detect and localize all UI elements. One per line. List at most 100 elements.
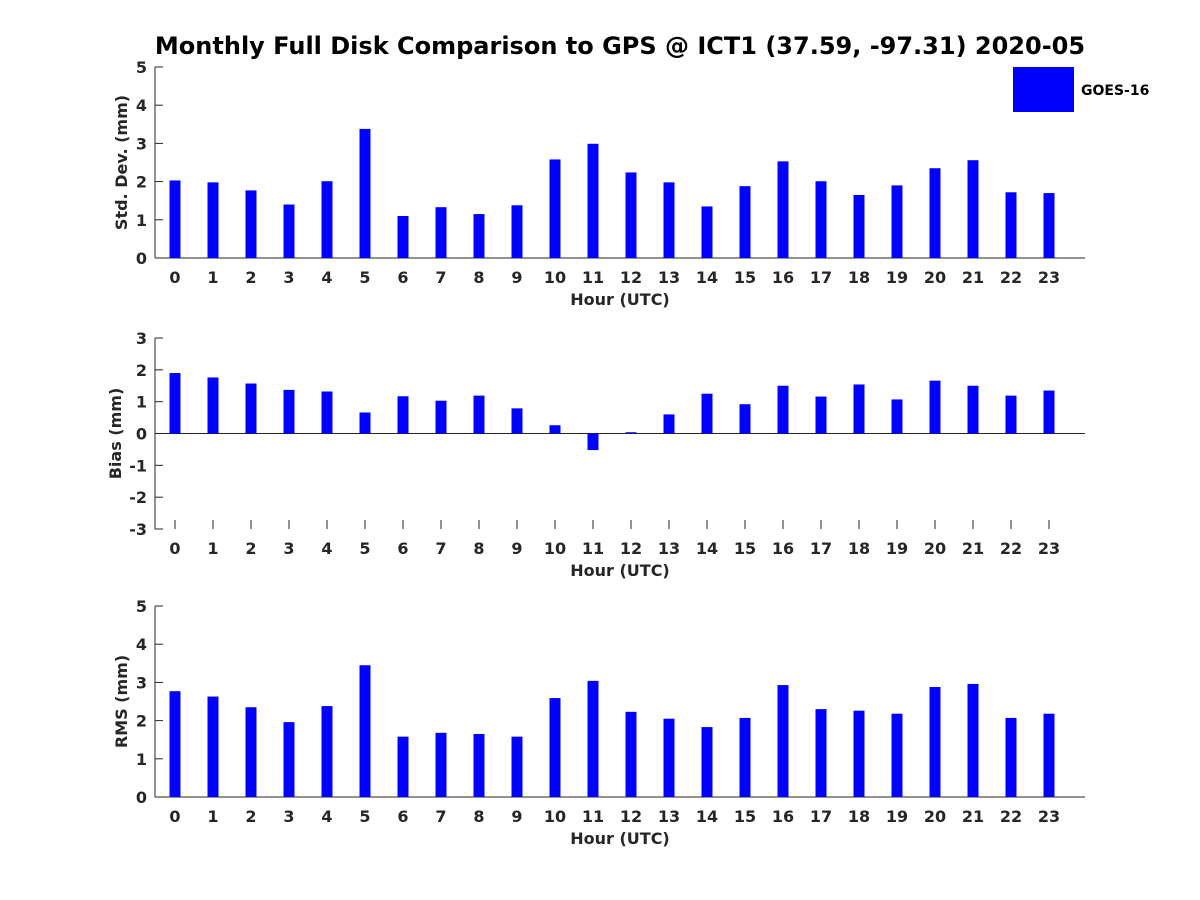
bar bbox=[511, 736, 523, 797]
x-tick-label: 14 bbox=[696, 807, 718, 826]
y-tick-label: 5 bbox=[136, 58, 147, 77]
x-tick-label: 4 bbox=[321, 268, 332, 287]
bar bbox=[739, 404, 751, 434]
chart-title: Monthly Full Disk Comparison to GPS @ IC… bbox=[155, 32, 1085, 60]
bar bbox=[701, 727, 713, 797]
bar bbox=[245, 707, 257, 797]
bar bbox=[967, 160, 979, 258]
x-tick-label: 3 bbox=[283, 807, 294, 826]
y-tick-label: 1 bbox=[136, 750, 147, 769]
x-tick-label: 22 bbox=[1000, 807, 1022, 826]
bar bbox=[397, 736, 409, 797]
bar bbox=[777, 161, 789, 258]
x-tick-label: 4 bbox=[321, 539, 332, 558]
bar bbox=[701, 393, 713, 434]
x-tick-label: 3 bbox=[283, 539, 294, 558]
x-axis-label: Hour (UTC) bbox=[570, 829, 670, 848]
x-tick-label: 17 bbox=[810, 539, 832, 558]
x-tick-label: 6 bbox=[397, 268, 408, 287]
bar bbox=[169, 373, 181, 434]
y-tick-label: 2 bbox=[136, 712, 147, 731]
bar bbox=[473, 395, 485, 434]
bar bbox=[1005, 395, 1017, 434]
x-tick-label: 13 bbox=[658, 807, 680, 826]
bar bbox=[245, 383, 257, 434]
x-tick-label: 15 bbox=[734, 539, 756, 558]
x-tick-label: 0 bbox=[169, 268, 180, 287]
x-tick-label: 13 bbox=[658, 268, 680, 287]
x-tick-label: 5 bbox=[359, 807, 370, 826]
x-tick-label: 17 bbox=[810, 268, 832, 287]
x-tick-label: 15 bbox=[734, 268, 756, 287]
x-tick-label: 21 bbox=[962, 539, 984, 558]
y-tick-label: 4 bbox=[136, 635, 147, 654]
bar bbox=[663, 182, 675, 258]
y-tick-label: -3 bbox=[129, 520, 147, 539]
bar bbox=[777, 685, 789, 797]
x-tick-label: 14 bbox=[696, 268, 718, 287]
x-tick-label: 18 bbox=[848, 539, 870, 558]
bar bbox=[815, 396, 827, 434]
x-tick-label: 10 bbox=[544, 268, 566, 287]
bar bbox=[283, 722, 295, 797]
x-tick-label: 21 bbox=[962, 807, 984, 826]
y-tick-label: 3 bbox=[136, 134, 147, 153]
bar bbox=[511, 408, 523, 434]
bar bbox=[587, 143, 599, 258]
x-tick-label: 17 bbox=[810, 807, 832, 826]
y-axis-label: Bias (mm) bbox=[106, 388, 125, 480]
y-tick-label: 2 bbox=[136, 173, 147, 192]
x-tick-label: 9 bbox=[511, 539, 522, 558]
bar bbox=[625, 432, 637, 434]
bar bbox=[207, 377, 219, 434]
bar bbox=[1043, 193, 1055, 258]
x-tick-label: 0 bbox=[169, 539, 180, 558]
bar bbox=[853, 710, 865, 797]
bar bbox=[359, 665, 371, 797]
x-tick-label: 18 bbox=[848, 807, 870, 826]
x-tick-label: 13 bbox=[658, 539, 680, 558]
x-tick-label: 21 bbox=[962, 268, 984, 287]
x-tick-label: 7 bbox=[435, 807, 446, 826]
x-tick-label: 2 bbox=[245, 807, 256, 826]
bar bbox=[473, 733, 485, 797]
x-tick-label: 19 bbox=[886, 807, 908, 826]
x-tick-label: 20 bbox=[924, 539, 946, 558]
x-tick-label: 10 bbox=[544, 539, 566, 558]
x-tick-label: 8 bbox=[473, 807, 484, 826]
bar bbox=[397, 215, 409, 258]
x-tick-label: 8 bbox=[473, 539, 484, 558]
x-tick-label: 23 bbox=[1038, 539, 1060, 558]
bar bbox=[891, 713, 903, 797]
bar bbox=[283, 389, 295, 434]
x-tick-label: 8 bbox=[473, 268, 484, 287]
bar bbox=[245, 190, 257, 258]
x-tick-label: 20 bbox=[924, 807, 946, 826]
bar bbox=[169, 180, 181, 258]
x-tick-label: 23 bbox=[1038, 268, 1060, 287]
bar bbox=[967, 385, 979, 434]
x-tick-label: 23 bbox=[1038, 807, 1060, 826]
x-tick-label: 1 bbox=[207, 539, 218, 558]
bar bbox=[1005, 717, 1017, 797]
x-tick-label: 11 bbox=[582, 268, 604, 287]
bar bbox=[929, 686, 941, 797]
bar bbox=[321, 391, 333, 434]
bar bbox=[549, 698, 561, 797]
y-tick-label: 5 bbox=[136, 597, 147, 616]
bar bbox=[587, 433, 599, 451]
bar bbox=[169, 691, 181, 797]
bar bbox=[359, 128, 371, 258]
y-tick-label: 1 bbox=[136, 393, 147, 412]
x-tick-label: 1 bbox=[207, 807, 218, 826]
y-tick-label: 2 bbox=[136, 361, 147, 380]
x-tick-label: 22 bbox=[1000, 539, 1022, 558]
legend-label: GOES-16 bbox=[1081, 83, 1149, 99]
x-tick-label: 7 bbox=[435, 539, 446, 558]
x-tick-label: 14 bbox=[696, 539, 718, 558]
bar bbox=[739, 717, 751, 797]
bar bbox=[663, 718, 675, 797]
bar bbox=[739, 186, 751, 258]
bar bbox=[891, 185, 903, 258]
